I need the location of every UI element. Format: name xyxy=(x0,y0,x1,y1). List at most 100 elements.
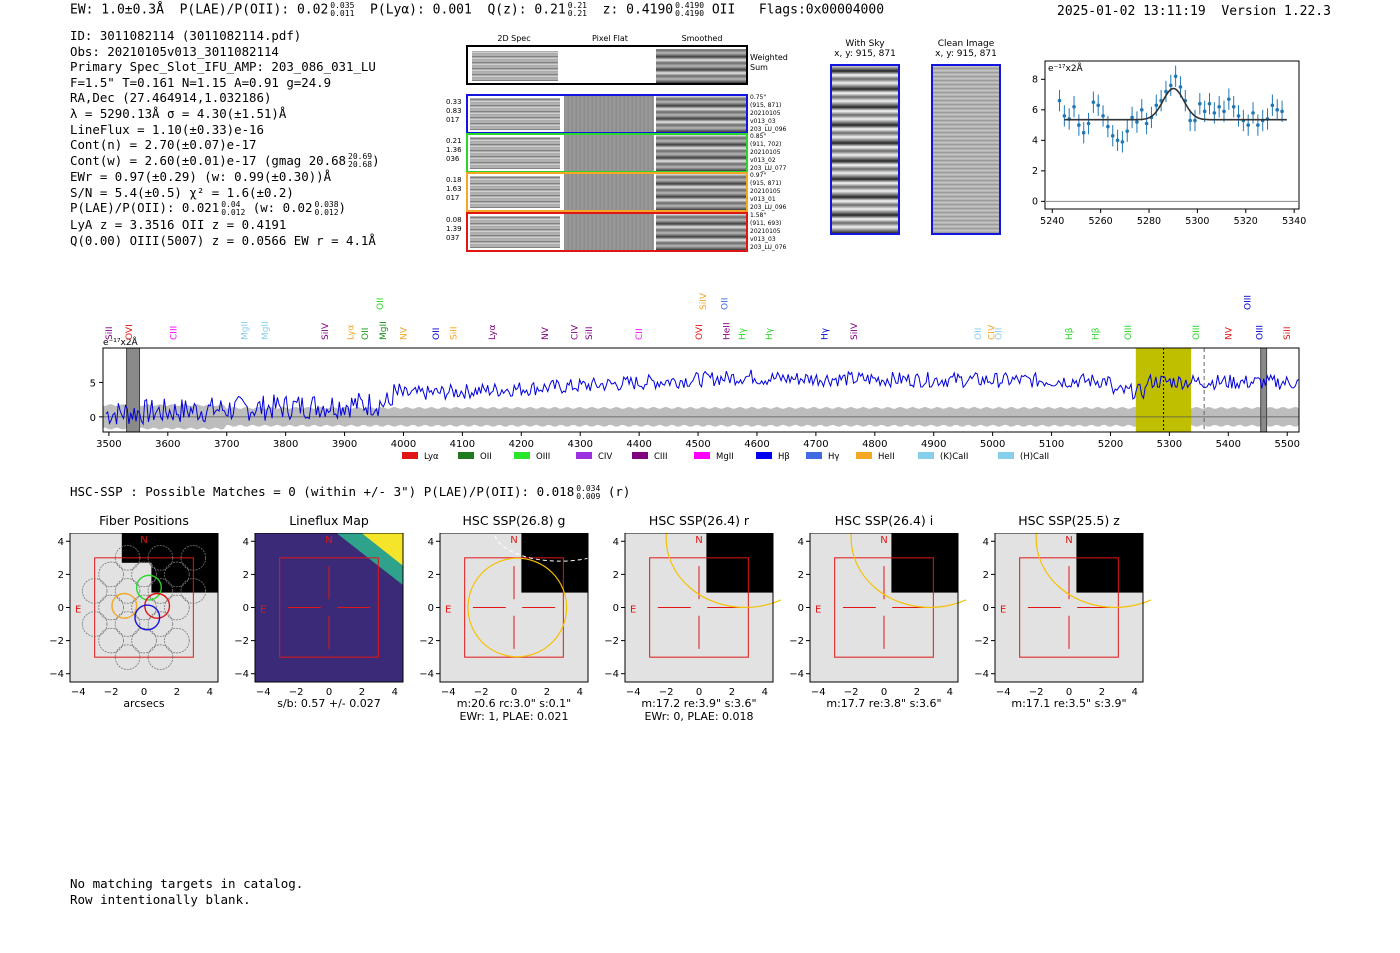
emission-line-label: Hγ xyxy=(821,327,831,340)
emission-line-label: OII xyxy=(995,328,1005,340)
cutout-right-value: v013_01 xyxy=(750,196,776,203)
plae-w-text: (w: 0.02 xyxy=(252,200,313,216)
weighted-smooth xyxy=(656,49,746,83)
fit-data-point xyxy=(1222,109,1226,114)
hsc-xtick-label: 0 xyxy=(695,687,703,698)
fit-data-point xyxy=(1164,89,1168,94)
hsc-panel-image: N E −4 −2 0 2 4 xyxy=(49,533,219,683)
spectrum-xtick-label: 4700 xyxy=(803,439,828,450)
fiber-circle xyxy=(164,594,190,621)
spectrum-xtick-label: 3700 xyxy=(214,439,239,450)
hsc-ytick-label: 4 xyxy=(243,537,249,548)
fit-xtick-label: 5280 xyxy=(1137,216,1161,227)
full-spectrum-plot: 3500 3600 3700 3800 3900 4000 4100 4200 4300 4400… xyxy=(90,292,1300,462)
spectrum-frame xyxy=(102,347,1300,433)
cutout-right-value: 203_LU_096 xyxy=(750,204,787,211)
spectrum-xtick-label: 3600 xyxy=(155,439,180,450)
legend-label: OIII xyxy=(536,452,550,462)
fit-data-point xyxy=(1081,130,1086,135)
spectrum-xtick-label: 5100 xyxy=(1039,439,1064,450)
plae-w-lo: 0.012 xyxy=(314,207,339,217)
fit-data-point xyxy=(1110,133,1115,138)
legend-label: (H)CaII xyxy=(1020,452,1049,462)
spectrum-xtick-label: 4800 xyxy=(862,439,887,450)
cutout-right-value: 0.85" xyxy=(750,133,767,140)
cutout-right-value: 203_LU_076 xyxy=(750,244,787,251)
emission-line-label: OII xyxy=(376,298,386,310)
clean-xy: x, y: 915, 871 xyxy=(935,49,997,59)
cutout-left-value: 1.63 xyxy=(446,185,462,193)
fit-data-point xyxy=(1062,114,1067,118)
qz-header: Q(z): 0.21 xyxy=(487,2,566,18)
cutout-2dspec xyxy=(470,216,560,248)
east-marker: E xyxy=(815,604,821,615)
hsc-panel-label1: m:17.2 re:3.9" s:3.6" xyxy=(641,697,757,710)
hsc-xtick-label: 2 xyxy=(173,687,181,698)
cutout-row xyxy=(466,94,748,134)
emission-line-label: MgII xyxy=(379,321,389,340)
z-header: z: 0.4190 xyxy=(602,2,674,18)
fiber-circle xyxy=(147,545,174,571)
fiber-circle xyxy=(114,545,141,571)
hsc-ytick-label: 0 xyxy=(613,603,619,614)
cutout-left-labels: 0.08 1.39 037 xyxy=(446,216,466,243)
hsc-xtick-label: 4 xyxy=(576,687,583,698)
fit-data-point xyxy=(1231,104,1236,109)
fiber-circle xyxy=(114,578,141,604)
z-header-lo: 0.4190 xyxy=(675,9,705,18)
hsc-xtick-label: 0 xyxy=(880,687,888,698)
emission-line-label: SiII xyxy=(585,326,595,340)
info-sn: S/N = 5.4(±0.5) χ² = 1.6(±0.2) xyxy=(70,184,294,200)
contw-hi: 20.69 xyxy=(348,152,373,162)
legend-label: Hβ xyxy=(778,452,790,462)
fit-data-point xyxy=(1188,118,1192,123)
north-marker: N xyxy=(510,535,517,546)
cutout-right-value: 0.97" xyxy=(750,172,767,179)
spectrum-xtick-label: 4000 xyxy=(391,439,416,450)
hsc-panel-image: N E −4 −2 0 2 4 xyxy=(974,533,1151,683)
hsc-xtick-label: −4 xyxy=(625,687,641,698)
emission-line-label: CIV xyxy=(570,324,580,340)
detection-info: ID: 3011082114 (3011082114.pdf) Obs: 202… xyxy=(70,28,380,248)
emission-line-label: OIII xyxy=(1244,295,1254,310)
emission-line-label: Lyα xyxy=(346,324,356,340)
hsc-panel-title: HSC SSP(25.5) z xyxy=(1018,513,1120,528)
cutout-left-value: 0.08 xyxy=(446,216,462,224)
hsc-xtick-label: −4 xyxy=(810,687,826,698)
fit-plot-frame xyxy=(1044,60,1300,210)
fit-data-point xyxy=(1246,123,1250,127)
fiber-circle xyxy=(98,594,124,621)
hsc-xaxis: −4 −2 0 2 4 xyxy=(255,684,403,698)
info-lambda: λ = 5290.13Å σ = 4.30(±1.51)Å xyxy=(70,105,287,121)
emission-line-label: OII xyxy=(361,328,371,340)
weighted-sum-label: Weighted Sum xyxy=(750,53,788,72)
aperture-ellipse xyxy=(467,557,568,658)
header-bar: EW: 1.0±0.3Å P(LAE)/P(OII): 0.02 0.035 0.0… xyxy=(70,2,884,18)
cutout-right-value: 20210105 xyxy=(750,110,781,117)
weighted-2dspec xyxy=(472,51,558,81)
hsc-panel-group: N E −4 −2 0 2 4 xyxy=(49,533,219,683)
fit-data-point xyxy=(1217,104,1221,109)
cutout-left-value: 0.33 xyxy=(446,98,462,106)
fiber-circle xyxy=(180,578,207,604)
fit-data-point xyxy=(1091,100,1096,104)
hsc-panel-group: N E −4 −2 0 2 4 xyxy=(234,533,404,683)
fiber-circle xyxy=(164,561,190,588)
emission-line-label: OIII xyxy=(1192,325,1202,340)
emission-line-label: SiII xyxy=(1283,326,1293,340)
legend-label: OII xyxy=(480,452,492,462)
fiber-circle xyxy=(147,611,174,637)
hsc-ytick-label: 4 xyxy=(983,537,989,548)
emission-line-label: MgII xyxy=(261,321,271,340)
cutout-right-labels: 0.75" (915, 871) 20210105 v013_03 203_LU_096 xyxy=(750,94,800,134)
east-marker: E xyxy=(1000,604,1006,615)
hsc-ytick-label: 4 xyxy=(613,537,619,548)
fit-data-point xyxy=(1135,120,1139,124)
with-sky-title: With Sky xyxy=(845,39,885,49)
aperture-ellipse xyxy=(1035,533,1151,609)
fit-data-point xyxy=(1212,111,1217,115)
hsc-ytick-label: 4 xyxy=(428,537,434,548)
spectrum-xtick-label: 4100 xyxy=(450,439,475,450)
cutout-left-value: 0.21 xyxy=(446,137,462,145)
emission-line-label: OIII xyxy=(1256,325,1266,340)
